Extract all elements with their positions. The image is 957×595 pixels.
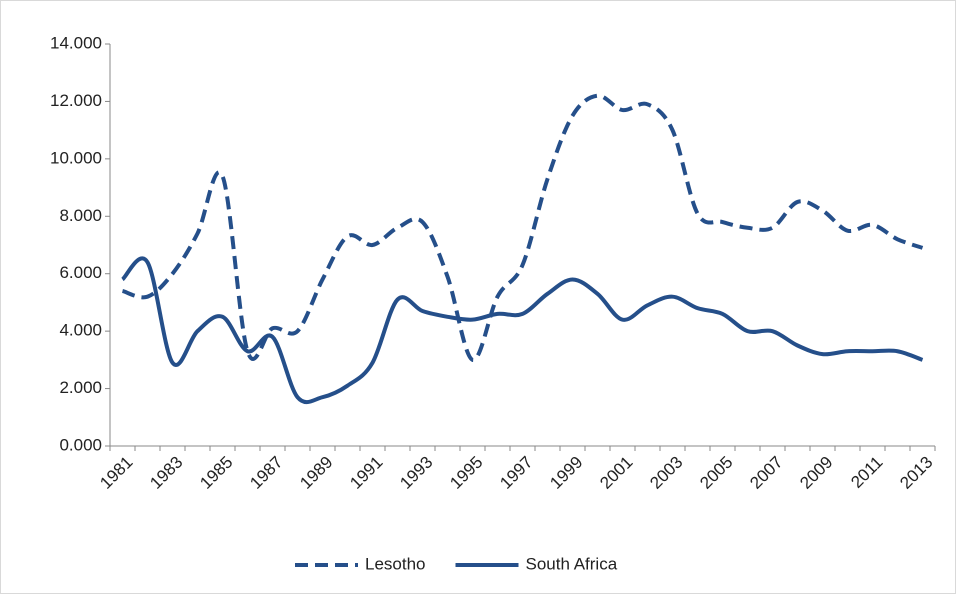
y-tick-label: 12.000 [50, 91, 102, 110]
legend-label: Lesotho [365, 554, 426, 573]
y-tick-label: 2.000 [59, 378, 102, 397]
series-line [121, 256, 924, 405]
y-tick-label: 8.000 [59, 206, 102, 225]
y-tick-label: 10.000 [50, 148, 102, 167]
series-line [121, 93, 924, 362]
y-tick-label: 0.000 [59, 435, 102, 454]
legend-label: South Africa [526, 554, 618, 573]
y-tick-label: 4.000 [59, 321, 102, 340]
y-tick-label: 14.000 [50, 33, 102, 52]
y-tick-label: 6.000 [59, 263, 102, 282]
